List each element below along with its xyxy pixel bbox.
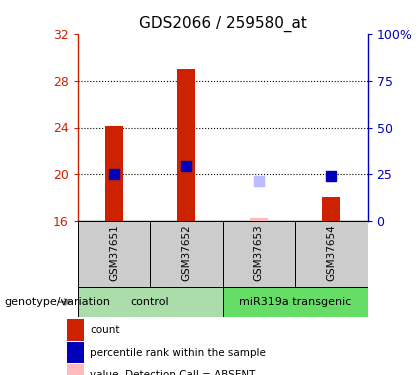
Text: GSM37653: GSM37653 <box>254 224 264 280</box>
Bar <box>223 221 295 287</box>
Bar <box>223 287 368 317</box>
Bar <box>177 69 195 221</box>
Point <box>110 171 117 177</box>
Text: count: count <box>90 325 120 335</box>
Point <box>255 178 262 184</box>
Text: GSM37654: GSM37654 <box>326 224 336 280</box>
Bar <box>105 126 123 221</box>
Bar <box>78 221 150 287</box>
Point <box>183 163 190 169</box>
Text: value, Detection Call = ABSENT: value, Detection Call = ABSENT <box>90 370 255 375</box>
Text: percentile rank within the sample: percentile rank within the sample <box>90 348 266 357</box>
Text: GSM37652: GSM37652 <box>181 224 192 280</box>
Bar <box>150 221 223 287</box>
Text: miR319a transgenic: miR319a transgenic <box>239 297 351 307</box>
Bar <box>295 221 368 287</box>
Bar <box>67 342 84 363</box>
Point <box>328 173 335 179</box>
Bar <box>250 218 268 221</box>
Bar <box>67 364 84 375</box>
Text: GSM37651: GSM37651 <box>109 224 119 280</box>
Text: genotype/variation: genotype/variation <box>4 297 110 307</box>
Bar <box>78 287 223 317</box>
Text: control: control <box>131 297 169 307</box>
Bar <box>322 196 340 221</box>
Bar <box>67 319 84 341</box>
Title: GDS2066 / 259580_at: GDS2066 / 259580_at <box>139 16 307 32</box>
